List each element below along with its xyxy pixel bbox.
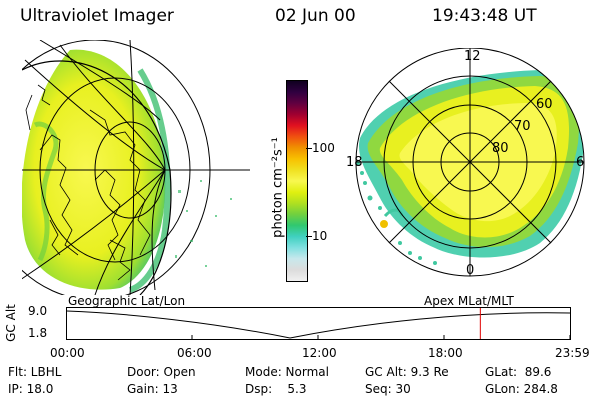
altitude-plot-frame	[66, 307, 571, 340]
mlat-label-80: 80	[492, 141, 509, 156]
geographic-map-label: Geographic Lat/Lon	[68, 294, 186, 308]
altitude-ytick-bottom: 1.8	[28, 326, 48, 340]
altitude-ylabel: GC Alt	[3, 304, 18, 342]
tick-mark	[306, 236, 312, 237]
xtick-2359: 23:59	[555, 346, 590, 360]
instrument-title: Ultraviolet Imager	[20, 6, 174, 26]
info-gain: Gain: 13	[127, 382, 178, 396]
info-glat: GLat: 89.6	[485, 365, 552, 379]
altitude-plot	[66, 307, 571, 340]
polar-map: 12 18 6 0 60 70 80	[346, 48, 585, 278]
lat-lon-grid	[22, 40, 250, 295]
info-gc-alt: GC Alt: 9.3 Re	[365, 365, 449, 379]
info-glon: GLon: 284.8	[485, 382, 558, 396]
mlt-label-18: 18	[346, 155, 363, 170]
mlat-label-70: 70	[514, 119, 531, 134]
info-seq: Seq: 30	[365, 382, 411, 396]
polar-map-label: Apex MLat/MLT	[424, 294, 514, 308]
info-dsp: Dsp: 5.3	[245, 382, 307, 396]
mlt-label-6: 6	[576, 155, 584, 170]
info-ip: IP: 18.0	[8, 382, 54, 396]
tick-mark	[306, 148, 312, 149]
geographic-map	[22, 40, 250, 295]
date-label: 02 Jun 00	[275, 6, 356, 26]
xtick-1200: 12:00	[302, 346, 337, 360]
info-flt: Flt: LBHL	[8, 365, 62, 379]
xtick-0000: 00:00	[50, 346, 85, 360]
colorbar-tick-100: 100	[312, 141, 335, 155]
info-door: Door: Open	[127, 365, 196, 379]
colorbar-unit-label: photon cm⁻²s⁻¹	[270, 137, 286, 238]
info-mode: Mode: Normal	[245, 365, 329, 379]
color-scale-bar	[286, 80, 308, 282]
altitude-curve	[66, 310, 571, 339]
mlt-label-12: 12	[464, 49, 481, 64]
time-label: 19:43:48 UT	[432, 6, 537, 26]
mlat-label-60: 60	[536, 97, 553, 112]
colorbar-tick-10: 10	[312, 229, 328, 243]
mlat-mlt-grid	[355, 48, 585, 277]
xtick-1800: 18:00	[428, 346, 463, 360]
coastlines	[25, 84, 151, 281]
mlt-label-0: 0	[466, 263, 474, 278]
altitude-ytick-top: 9.0	[28, 304, 48, 318]
xtick-0600: 06:00	[177, 346, 212, 360]
